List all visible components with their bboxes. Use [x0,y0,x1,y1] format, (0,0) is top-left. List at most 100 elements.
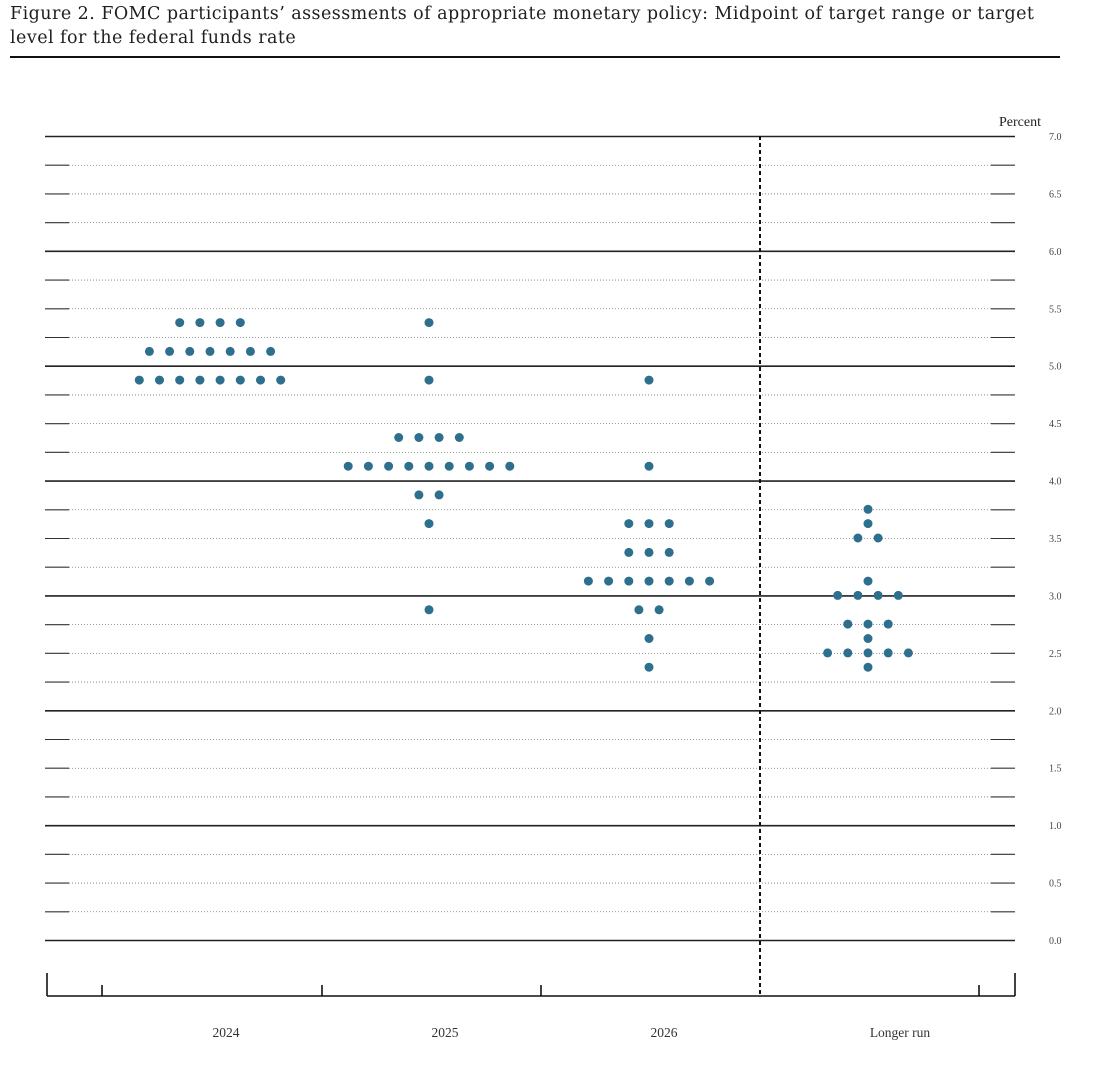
dot-point [883,619,893,629]
dot-point [893,590,903,600]
dot-point [343,461,353,471]
dot-point [215,318,225,328]
dot-point [863,519,873,529]
dot-point [624,576,634,586]
y-tick-label: 0.0 [1049,936,1062,947]
title-rule [10,56,1060,58]
y-tick-label: 2.0 [1049,706,1062,717]
dot-point [205,346,215,356]
dot-point [175,318,185,328]
y-tick-labels: 0.0 0.5 1.0 1.5 2.0 2.5 3.0 3.5 4.0 4.5 5.0 5.5 6.0 6… [1049,132,1062,947]
dot-point [843,619,853,629]
dot-point [644,547,654,557]
dot-point [394,433,404,442]
dot-point [424,519,434,529]
x-category-labels: 2024 2025 2026 Longer run [213,1025,931,1040]
dot-point [903,648,913,658]
dot-point [863,576,873,586]
x-category-label: Longer run [870,1025,931,1040]
dot-point [624,519,634,529]
dot-point [245,346,255,356]
dot-point [144,346,154,356]
dot-point [195,318,205,328]
dot-point [235,318,245,328]
dot-point [644,375,654,385]
y-tick-label: 7.0 [1049,132,1062,143]
dot-point [266,346,276,356]
dot-point [414,433,424,442]
dot-point [664,547,674,557]
dot-point [664,519,674,529]
y-tick-label: 1.5 [1049,764,1062,775]
dot-point [823,648,833,658]
dot-point [604,576,614,586]
y-axis-label: Percent [999,115,1041,130]
dot-point [235,375,245,385]
dot-point [644,519,654,529]
x-axis [46,973,1016,997]
dot-point [883,648,893,658]
dot-point [424,461,434,471]
y-tick-label: 4.0 [1049,477,1062,488]
dot-point [684,576,694,586]
y-tick-label: 0.5 [1049,879,1062,890]
y-tick-label: 2.5 [1049,649,1062,660]
dot-point [485,461,495,471]
dot-point [276,375,286,385]
dot-point [505,461,515,471]
dot-point [464,461,474,471]
dot-point [853,533,863,543]
dot-point [624,547,634,557]
dot-point [424,375,434,385]
dot-point [644,662,654,672]
y-tick-label: 6.5 [1049,189,1062,200]
dot-point [873,533,883,543]
dot-point [424,318,434,328]
figure-title: Figure 2. FOMC participants’ assessments… [10,4,1035,48]
dot-point [853,590,863,600]
x-category-label: 2025 [432,1025,459,1040]
dot-point [644,634,654,643]
dot-point [705,576,715,586]
grid-lines [45,135,1015,942]
dot-point [256,375,265,385]
y-tick-label: 3.5 [1049,534,1062,545]
dot-point [434,490,444,500]
dot-point [863,504,873,514]
dot-point [634,605,644,615]
dot-point [454,433,464,442]
dot-point [384,461,394,471]
dot-point [863,648,873,658]
dot-point [583,576,593,586]
y-tick-label: 6.0 [1049,247,1062,258]
y-tick-label: 3.0 [1049,591,1062,602]
dot-point [165,346,175,356]
dot-point [225,346,235,356]
x-category-label: 2026 [651,1025,678,1040]
dot-point [644,461,654,471]
dot-point [873,590,883,600]
dot-point [444,461,454,471]
y-tick-label: 1.0 [1049,821,1062,832]
dot-point [833,590,843,600]
y-tick-label: 5.5 [1049,304,1062,315]
y-tick-label: 5.0 [1049,362,1062,373]
dot-point [363,461,373,471]
dot-point [863,634,873,643]
dot-point [175,375,185,385]
dot-point [185,346,195,356]
dot-point [424,605,434,615]
x-category-label: 2024 [213,1025,240,1040]
dot-point [434,433,444,442]
dot-point [155,375,164,385]
dot-point [863,619,873,629]
dots [134,318,913,672]
dot-point [664,576,674,586]
dot-point [414,490,424,500]
dot-point [863,662,873,672]
dot-point [644,576,654,586]
dot-point [134,375,144,385]
dot-point [654,605,664,615]
y-tick-label: 4.5 [1049,419,1062,430]
